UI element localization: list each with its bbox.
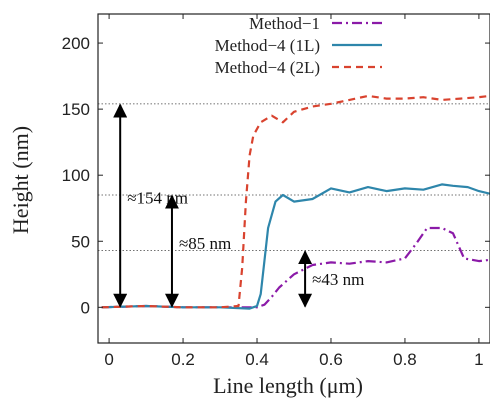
x-axis-title: Line length (μm): [213, 373, 363, 398]
series-line-1: [101, 183, 490, 310]
x-tick-label-5: 1: [474, 350, 483, 369]
series-line-2: [101, 94, 490, 309]
x-tick-label-4: 0.8: [393, 350, 417, 369]
y-tick-label-2: 100: [62, 166, 90, 185]
series-layer: [101, 94, 490, 310]
y-tick-label-3: 150: [62, 100, 90, 119]
x-tick-label-2: 0.4: [245, 350, 269, 369]
y-tick-label-4: 200: [62, 34, 90, 53]
height-label-0: ≈154 nm: [127, 189, 188, 208]
legend-label-1: Method−4 (1L): [215, 36, 320, 55]
x-tick-label-0: 0: [104, 350, 113, 369]
x-tick-label-3: 0.6: [319, 350, 343, 369]
height-label-1: ≈85 nm: [179, 234, 231, 253]
y-tick-label-1: 50: [71, 232, 90, 251]
axis-ticks: 0 0.2 0.4 0.6 0.8 1 0 50 100 150 200: [62, 14, 490, 369]
y-axis-title: Height (nm): [8, 126, 33, 234]
legend-label-2: Method−4 (2L): [215, 58, 320, 77]
plot-frame: [97, 13, 490, 344]
x-tick-label-1: 0.2: [171, 350, 195, 369]
legend-label-0: Method−1: [249, 14, 320, 33]
annotations: ≈154 nm ≈85 nm ≈43 nm: [113, 103, 364, 308]
height-label-2: ≈43 nm: [312, 270, 364, 289]
reference-lines: [98, 103, 490, 251]
legend: Method−1 Method−4 (1L) Method−4 (2L): [215, 14, 382, 77]
series-line-0: [101, 226, 490, 309]
y-tick-label-0: 0: [81, 298, 90, 317]
